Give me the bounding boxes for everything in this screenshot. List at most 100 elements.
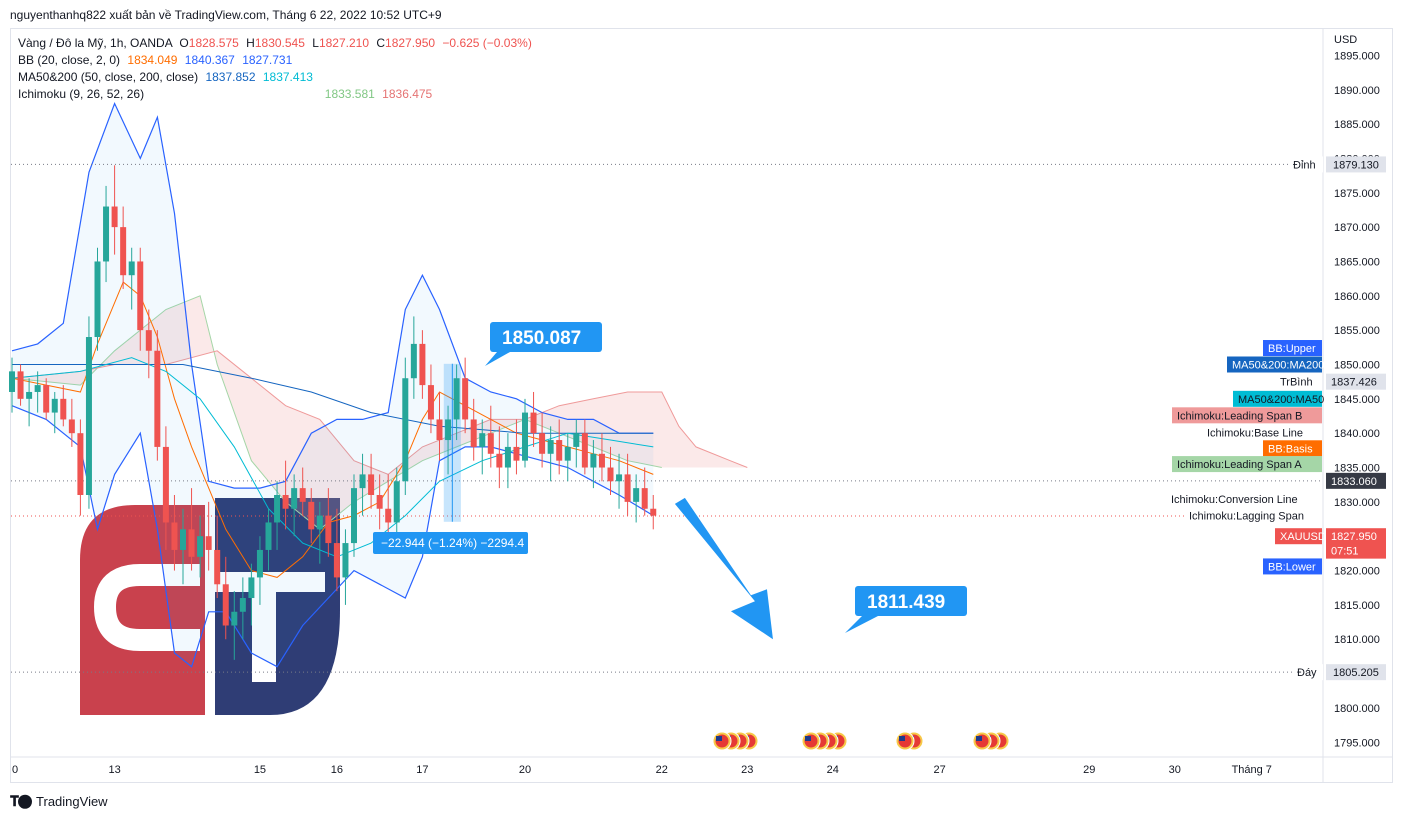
ichimoku-cloud [12,295,748,530]
legend-h-label: H [246,36,255,50]
candle-body [427,385,434,420]
time-tick: 30 [1169,764,1181,776]
legend-ma-label: MA50&200 (50, close, 200, close) [18,70,199,84]
price-tick: 1870.000 [1334,222,1380,234]
price-tag-bg [1227,356,1322,373]
candle-body [445,419,452,441]
time-tick: 13 [108,764,120,776]
candle-body [590,453,597,468]
legend-bb-basis: 1834.049 [127,53,178,67]
us-flag-icons [712,731,1010,751]
candle-body [650,508,657,516]
candle-body [239,598,246,612]
candle-body [94,261,101,338]
candle-body [479,433,486,447]
bb-lower-line [11,405,654,668]
candle-body [410,343,417,379]
chart-frame [10,28,1393,783]
candle-body [573,433,580,447]
price-tag-bg [1326,528,1386,545]
candle-body [633,488,640,502]
candle-body [359,474,366,489]
legend-o-label: O [179,36,189,50]
candle-body [522,412,528,461]
price-tag: TrBình [1280,377,1313,389]
price-tag: 07:51 [1331,546,1359,558]
time-tick: 17 [416,764,428,776]
candle-body [368,474,375,495]
candle-body [137,261,144,331]
event-flag-canton [805,736,811,741]
price-tick: 1895.000 [1334,50,1380,62]
price-tag-bg [1326,472,1386,489]
logo-c-stroke [93,564,200,651]
time-tick: 15 [254,764,266,776]
event-flag-canton [899,736,905,741]
price-tag: BB:Basis [1268,443,1313,455]
candle-body [60,398,67,420]
bottom-line-price: 1805.205 [1333,667,1379,679]
legend-bb-upper: 1840.367 [184,53,235,67]
candle-body [436,419,443,441]
peak-callout: 1850.087 [502,328,581,349]
time-tick: Tháng 7 [1232,764,1272,776]
candle-body [34,385,41,392]
candle-body [51,398,58,413]
price-tick: 1875.000 [1334,188,1380,200]
candle-body [316,515,323,530]
price-tag-bg [1263,558,1322,575]
candle-body [308,501,315,530]
candle-body [111,206,118,228]
candle-body [393,481,400,523]
candle-body [68,419,75,434]
candle-body [351,488,357,544]
candle-body [9,371,15,392]
price-tick: 1830.000 [1334,497,1380,509]
time-tick: 27 [934,764,946,776]
legend-bb-lower: 1827.731 [242,53,293,67]
candle-body [539,433,546,454]
event-flag-canton [976,736,982,741]
candle-body [299,488,306,502]
legend-l-label: L [312,36,319,50]
time-tick: 16 [331,764,343,776]
candle-body [385,508,392,523]
candle-body [162,446,169,523]
price-tick: 1835.000 [1334,463,1380,475]
legend-ichimoku-row: Ichimoku (9, 26, 52, 26) 1833.581 1836.4… [18,86,532,103]
candle-body [154,350,161,447]
peak-callout-bg [490,322,602,352]
time-tick: 22 [656,764,668,776]
time-tick: 20 [519,764,531,776]
measure-label: −22.944 (−1.24%) −2294.4 [381,536,524,550]
candle-body [120,227,127,276]
legend-span-a: 1833.581 [324,87,375,101]
legend-ma-row: MA50&200 (50, close, 200, close) 1837.85… [18,69,532,86]
price-tick: 1850.000 [1334,359,1380,371]
price-tag-bg [1326,542,1386,559]
peak-callout-tail [485,352,510,366]
candle-body [342,543,349,578]
price-tag: BB:Lower [1268,561,1316,573]
candle-body [214,549,221,585]
legend-change: −0.625 (−0.03%) [442,36,532,50]
candle-body [282,494,289,509]
candle-body [256,549,263,578]
candle-body [103,206,110,262]
price-tag-bg [1326,373,1386,390]
candle-body [556,440,563,461]
price-tag-bg [1263,440,1322,457]
price-tag-bg [1172,407,1322,424]
bb-upper-line [11,101,654,489]
legend-low: 1827.210 [318,36,369,50]
price-tick: 1865.000 [1334,256,1380,268]
header-title: nguyenthanhq822 xuất bản về TradingView.… [10,8,442,22]
chart-legend: Vàng / Đô la Mỹ, 1h, OANDA O1828.575 H18… [18,35,532,103]
candle-body [616,474,623,482]
price-tag-bg [1275,528,1322,545]
candle-body [222,584,229,626]
candle-body [85,337,92,495]
candle-body [145,330,152,351]
price-tag: MA50&200:MA200 [1232,359,1324,371]
